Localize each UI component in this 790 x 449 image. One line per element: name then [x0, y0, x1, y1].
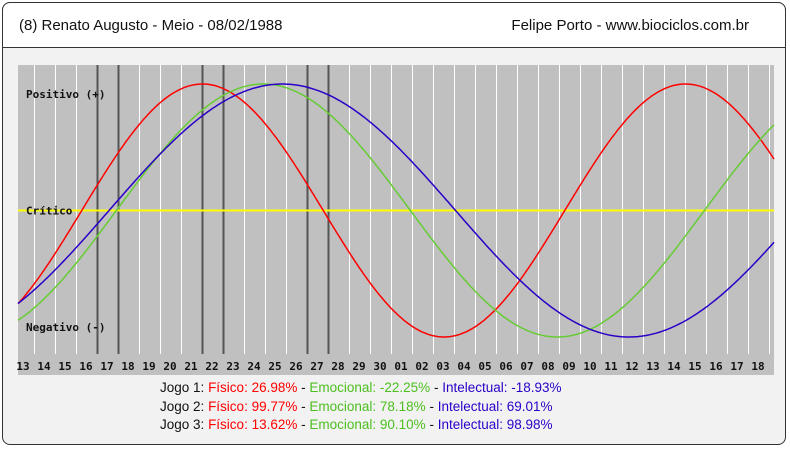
x-tick-label: 20 — [163, 360, 176, 373]
plot-background — [18, 65, 774, 375]
fisico-value: Físico: 26.98% — [208, 380, 298, 395]
x-tick-label: 23 — [226, 360, 239, 373]
y-label-positive: Positivo (+) — [26, 88, 105, 101]
jogo-label: Jogo 2: — [160, 399, 205, 414]
series-line-intelectual — [17, 83, 775, 338]
x-tick-label: 16 — [79, 360, 93, 373]
site-credit: Felipe Porto - www.biociclos.com.br — [511, 17, 749, 34]
x-tick-label: 15 — [58, 360, 71, 373]
x-tick-label: 03 — [436, 360, 449, 373]
x-tick-label: 21 — [184, 360, 198, 373]
separator: - — [297, 417, 310, 432]
legend-row-jogo-1: Jogo 1: Físico: 26.98% - Emocional: -22.… — [160, 380, 562, 398]
x-tick-label: 28 — [331, 360, 344, 373]
x-tick-label: 17 — [730, 360, 743, 373]
player-title: (8) Renato Augusto - Meio - 08/02/1988 — [19, 17, 283, 34]
separator: - — [425, 399, 438, 414]
jogo-label: Jogo 3: — [160, 417, 205, 432]
separator: - — [297, 380, 310, 395]
x-tick-label: 04 — [457, 360, 471, 373]
x-tick-label: 13 — [646, 360, 659, 373]
separator: - — [297, 399, 310, 414]
x-tick-label: 07 — [520, 360, 533, 373]
x-tick-label: 29 — [352, 360, 365, 373]
x-tick-label: 18 — [751, 360, 764, 373]
emocional-value: Emocional: 90.10% — [309, 417, 426, 432]
fisico-value: Físico: 99.77% — [208, 399, 298, 414]
fisico-value: Físico: 13.62% — [208, 417, 298, 432]
x-tick-label: 08 — [541, 360, 554, 373]
x-tick-label: 14 — [667, 360, 681, 373]
x-tick-label: 16 — [709, 360, 723, 373]
x-tick-label: 15 — [688, 360, 701, 373]
x-tick-label: 24 — [247, 360, 261, 373]
intelectual-value: Intelectual: -18.93% — [442, 380, 562, 395]
y-label-critical: Crítico — [26, 205, 73, 218]
x-tick-label: 30 — [373, 360, 386, 373]
emocional-value: Emocional: -22.25% — [309, 380, 431, 395]
emocional-value: Emocional: 78.18% — [309, 399, 426, 414]
x-tick-label: 14 — [37, 360, 51, 373]
x-tick-label: 18 — [121, 360, 134, 373]
x-tick-label: 02 — [415, 360, 428, 373]
separator: - — [430, 380, 443, 395]
legend-row-jogo-2: Jogo 2: Físico: 99.77% - Emocional: 78.1… — [160, 399, 553, 417]
separator: - — [425, 417, 438, 432]
intelectual-value: Intelectual: 98.98% — [437, 417, 553, 432]
x-tick-label: 10 — [583, 360, 596, 373]
header-bar: (8) Renato Augusto - Meio - 08/02/1988 F… — [2, 2, 786, 48]
x-tick-label: 22 — [205, 360, 218, 373]
intelectual-value: Intelectual: 69.01% — [437, 399, 553, 414]
y-label-negative: Negativo (-) — [26, 321, 105, 334]
x-tick-label: 13 — [16, 360, 29, 373]
legend-row-jogo-3: Jogo 3: Físico: 13.62% - Emocional: 90.1… — [160, 417, 553, 435]
x-tick-label: 11 — [604, 360, 618, 373]
x-tick-label: 26 — [289, 360, 303, 373]
series-line-fsico — [17, 83, 775, 338]
x-tick-label: 25 — [268, 360, 281, 373]
jogo-label: Jogo 1: — [160, 380, 205, 395]
x-tick-label: 19 — [142, 360, 155, 373]
x-tick-label: 17 — [100, 360, 113, 373]
series-line-emocional — [17, 83, 775, 338]
x-tick-label: 27 — [310, 360, 323, 373]
x-tick-label: 05 — [478, 360, 491, 373]
x-tick-label: 06 — [499, 360, 513, 373]
x-tick-label: 09 — [562, 360, 575, 373]
x-tick-label: 01 — [394, 360, 408, 373]
x-tick-label: 12 — [625, 360, 638, 373]
